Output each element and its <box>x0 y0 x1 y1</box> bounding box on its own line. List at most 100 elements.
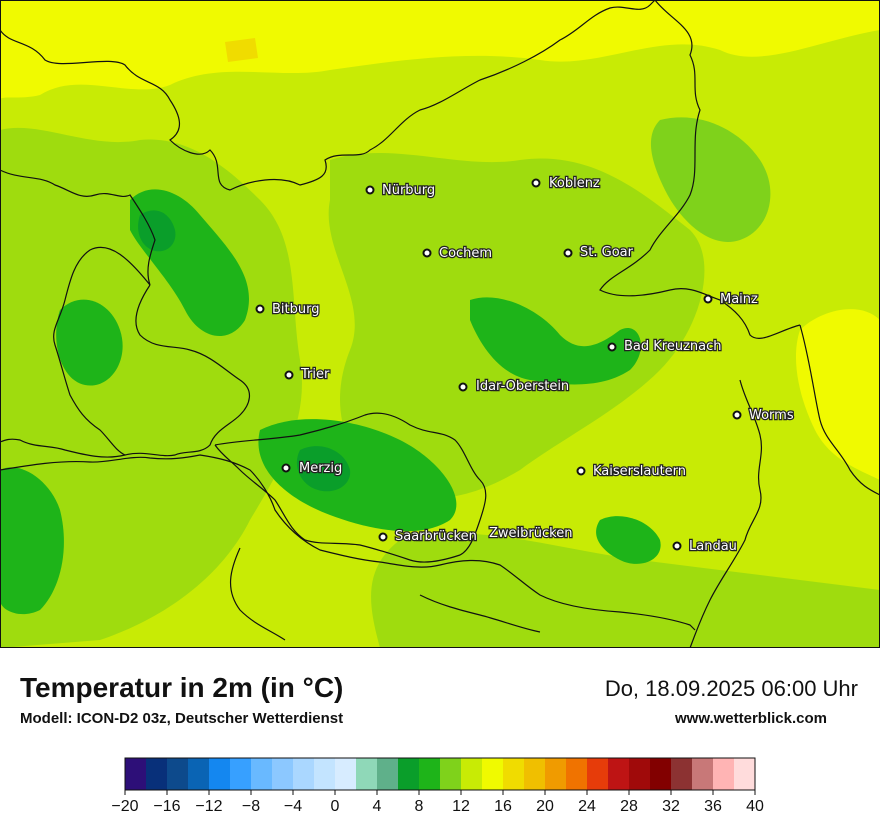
city-zweibruecken: Zweibrücken <box>488 525 574 543</box>
city-label: Worms <box>749 408 794 423</box>
border-line-luxembourg-inner <box>53 246 151 456</box>
legend-tick-label: 28 <box>620 798 638 815</box>
legend-tick-label: 20 <box>536 798 554 815</box>
city-marker <box>672 541 682 551</box>
city-marker <box>563 248 573 258</box>
city-marker <box>458 382 468 392</box>
legend-tick-label: −4 <box>284 798 302 815</box>
cool-patch-north <box>138 210 176 252</box>
cool-patch-pfalz <box>596 516 661 564</box>
warm-patch-northwest <box>225 38 258 62</box>
city-marker <box>281 463 291 473</box>
city-kaiserslautern: Kaiserslautern <box>576 463 687 480</box>
legend-swatch <box>398 758 420 790</box>
city-landau: Landau <box>672 538 738 555</box>
city-label: St. Goar <box>580 245 634 260</box>
legend-swatch <box>440 758 462 790</box>
border-line-small-2 <box>229 547 286 641</box>
border-line-nrw <box>0 0 656 191</box>
city-label: Koblenz <box>549 176 600 191</box>
city-marker <box>703 294 713 304</box>
legend-tick-label: −8 <box>242 798 260 815</box>
border-line-saarland <box>214 412 487 563</box>
legend-swatch <box>650 758 672 790</box>
legend-tick-label: 8 <box>415 798 424 815</box>
border-line-bw <box>689 379 763 648</box>
city-label: Nürburg <box>382 183 435 198</box>
legend-swatch <box>503 758 525 790</box>
legend-swatch <box>209 758 231 790</box>
legend-bar <box>124 757 756 791</box>
legend-swatch <box>188 758 210 790</box>
city-marker <box>422 248 432 258</box>
legend-swatch <box>524 758 546 790</box>
city-label: Mainz <box>720 292 758 307</box>
legend-tick-label: 0 <box>331 798 340 815</box>
city-label: Idar-Oberstein <box>476 379 569 394</box>
borders <box>0 0 880 648</box>
city-marker <box>531 178 541 188</box>
legend-tick-label: 32 <box>662 798 680 815</box>
border-line-france <box>0 454 696 631</box>
legend-swatch <box>419 758 441 790</box>
legend-tick-label: 40 <box>746 798 764 815</box>
legend-swatch <box>671 758 693 790</box>
city-saarbruecken: Saarbrücken <box>378 528 478 545</box>
city-marker <box>732 410 742 420</box>
legend-swatch <box>167 758 189 790</box>
city-marker <box>255 304 265 314</box>
city-bad-kreuznach: Bad Kreuznach <box>607 338 723 355</box>
legend-swatch <box>482 758 504 790</box>
border-line-small-1 <box>419 594 541 633</box>
legend-swatch <box>692 758 714 790</box>
warm-zone-north <box>0 0 880 100</box>
legend-swatch <box>335 758 357 790</box>
legend-swatch <box>356 758 378 790</box>
city-merzig: Merzig <box>281 460 344 477</box>
website-link[interactable]: www.wetterblick.com <box>675 710 827 727</box>
city-st-goar: St. Goar <box>563 244 635 261</box>
legend-swatch <box>713 758 735 790</box>
legend-tick-label: 24 <box>578 798 596 815</box>
legend-frame <box>124 757 756 791</box>
city-label: Bitburg <box>272 302 320 317</box>
legend-tick-label: 12 <box>452 798 470 815</box>
cool-patch-east-light <box>650 117 771 242</box>
temp-zone-south <box>371 533 880 648</box>
temperature-map: Nürburg Koblenz Cochem St. Goar Mainz Bi… <box>0 0 880 648</box>
legend-swatch <box>314 758 336 790</box>
legend-swatch <box>566 758 588 790</box>
warm-zone-east <box>795 309 880 480</box>
forecast-datetime: Do, 18.09.2025 06:00 Uhr <box>604 676 858 701</box>
legend-ticks: −20 −16 −12 −8 −4 0 4 8 12 16 20 24 28 32 36 40 <box>111 790 764 815</box>
cool-patch-hunsrueck <box>470 297 641 385</box>
city-mainz: Mainz <box>703 291 759 308</box>
city-trier: Trier <box>284 366 331 383</box>
legend-swatch <box>230 758 252 790</box>
border-line-rhine <box>799 324 880 496</box>
legend-tick-label: −16 <box>153 798 180 815</box>
city-bitburg: Bitburg <box>255 301 321 318</box>
legend-tick-label: −12 <box>195 798 222 815</box>
legend-swatch <box>629 758 651 790</box>
cool-patch-southwest <box>0 467 64 615</box>
city-marker <box>607 342 617 352</box>
color-legend: −20 −16 −12 −8 −4 0 4 8 12 16 20 24 28 32 36 40 <box>111 757 764 815</box>
legend-swatch <box>146 758 168 790</box>
legend-swatch <box>608 758 630 790</box>
city-idar-oberstein: Idar-Oberstein <box>458 378 570 395</box>
city-label: Bad Kreuznach <box>624 339 722 354</box>
cool-patch-luxembourg <box>56 299 123 386</box>
map-subtitle: Modell: ICON-D2 03z, Deutscher Wetterdie… <box>20 710 344 727</box>
city-label: Merzig <box>299 461 342 476</box>
city-cochem: Cochem <box>422 245 493 262</box>
city-nuerburg: Nürburg <box>365 182 436 199</box>
legend-tick-label: 16 <box>494 798 512 815</box>
city-marker <box>284 370 294 380</box>
legend-swatch <box>734 758 756 790</box>
city-koblenz: Koblenz <box>531 175 601 192</box>
cities: Nürburg Koblenz Cochem St. Goar Mainz Bi… <box>255 175 795 555</box>
map-title: Temperatur in 2m (in °C) <box>20 672 344 703</box>
legend-swatch <box>461 758 483 790</box>
legend-swatch <box>251 758 273 790</box>
